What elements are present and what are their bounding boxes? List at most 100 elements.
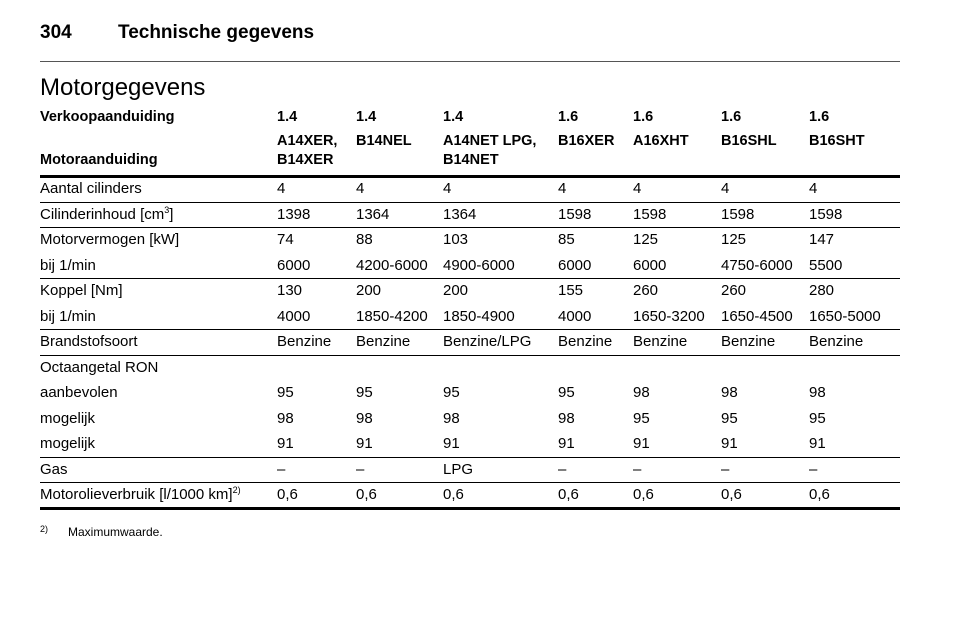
label-text: mogelijk (40, 435, 96, 453)
header-cell: A14XER, (277, 133, 338, 149)
cell: 74 (277, 231, 294, 249)
cell: 155 (558, 282, 584, 300)
cell: 147 (809, 231, 835, 249)
cell: 91 (356, 435, 373, 453)
label-text: Cilinderinhoud [cm (40, 205, 165, 223)
cell: 95 (277, 384, 294, 402)
cell: – (721, 460, 730, 478)
header-label: Verkoopaanduiding (40, 109, 175, 125)
cell: 4200-6000 (356, 256, 428, 274)
cell: 6000 (558, 256, 592, 274)
table-rule (40, 227, 900, 228)
cell: 4 (633, 180, 642, 198)
table-rule-thick (40, 507, 900, 510)
row-label: Brandstofsoort (40, 333, 138, 351)
cell: 6000 (633, 256, 667, 274)
cell: 1598 (721, 205, 755, 223)
cell: 98 (558, 409, 575, 427)
cell: 1364 (356, 205, 390, 223)
cell: 200 (356, 282, 382, 300)
cell: 4900-6000 (443, 256, 515, 274)
table-rule (40, 201, 900, 203)
row-label: Koppel [Nm] (40, 282, 123, 300)
cell: 4 (558, 180, 567, 198)
cell: LPG (443, 460, 474, 478)
cell: 0,6 (443, 486, 464, 504)
cell: 4 (356, 180, 365, 198)
cell: 1650-5000 (809, 307, 881, 325)
cell: 4 (443, 180, 452, 198)
label-text: Octaangetal RON (40, 358, 159, 376)
header-cell: A14NET LPG, (443, 133, 537, 149)
row-label: aanbevolen (40, 384, 118, 402)
cell: 125 (633, 231, 659, 249)
superscript: 3 (164, 204, 170, 215)
cell: 0,6 (809, 486, 830, 504)
row-label: bij 1/min (40, 308, 96, 326)
cell: 98 (633, 384, 650, 402)
cell: 1650-4500 (721, 307, 793, 325)
cell: Benzine (721, 333, 776, 351)
cell: 6000 (277, 256, 311, 274)
cell: 95 (721, 409, 738, 427)
cell: 1598 (633, 205, 667, 223)
label-text: bij 1/min (40, 256, 96, 274)
cell: 91 (277, 435, 294, 453)
header-cell: B14NEL (356, 133, 412, 149)
cell: Benzine (277, 333, 332, 351)
page-number: 304 (40, 22, 72, 43)
cell: Benzine (558, 333, 613, 351)
cell: 91 (558, 435, 575, 453)
cell: 91 (721, 435, 738, 453)
row-label: Aantal cilinders (40, 180, 142, 198)
table-rule (40, 354, 900, 356)
label-text: Motorolieverbruik [l/1000 km] (40, 486, 233, 504)
cell: Benzine/LPG (443, 333, 532, 351)
footnote-marker: 2) (40, 524, 49, 534)
table-rule (40, 278, 900, 279)
cell: 1850-4900 (443, 307, 515, 325)
header-cell: 1.6 (633, 109, 654, 125)
cell: 98 (277, 409, 294, 427)
cell: 130 (277, 282, 303, 300)
row-label: bij 1/min (40, 257, 96, 275)
row-label: Octaangetal RON (40, 359, 158, 377)
header-cell: B16XER (558, 133, 615, 149)
cell: 95 (809, 409, 826, 427)
cell: – (809, 460, 818, 478)
cell: 0,6 (277, 486, 298, 504)
cell: 98 (809, 384, 826, 402)
header-cell: B16SHT (809, 133, 865, 149)
header-title: Technische gegevens (118, 22, 315, 43)
superscript: 2) (232, 485, 241, 496)
cell: Benzine (633, 333, 688, 351)
cell: 91 (443, 435, 460, 453)
header-cell: 1.4 (443, 109, 464, 125)
cell: 98 (356, 409, 373, 427)
row-label: Gas (40, 461, 68, 479)
cell: 95 (558, 384, 575, 402)
cell: – (558, 460, 567, 478)
header-cell: 1.6 (809, 109, 830, 125)
cell: 1398 (277, 205, 311, 223)
cell: 98 (721, 384, 738, 402)
label-text: Gas (40, 460, 68, 478)
cell: – (277, 460, 286, 478)
cell: 0,6 (356, 486, 377, 504)
cell: 4 (721, 180, 730, 198)
cell: – (633, 460, 642, 478)
cell: 1364 (443, 205, 477, 223)
header-rule (40, 61, 900, 62)
cell: 260 (633, 282, 659, 300)
table-rule (40, 456, 900, 458)
cell: – (356, 460, 365, 478)
cell: 1598 (558, 205, 592, 223)
cell: 4 (277, 180, 286, 198)
header-cell: B16SHL (721, 133, 777, 149)
label-text: Aantal cilinders (40, 180, 142, 198)
cell: 4 (809, 180, 818, 198)
cell: 0,6 (633, 486, 654, 504)
cell: 125 (721, 231, 747, 249)
cell: 1650-3200 (633, 307, 705, 325)
